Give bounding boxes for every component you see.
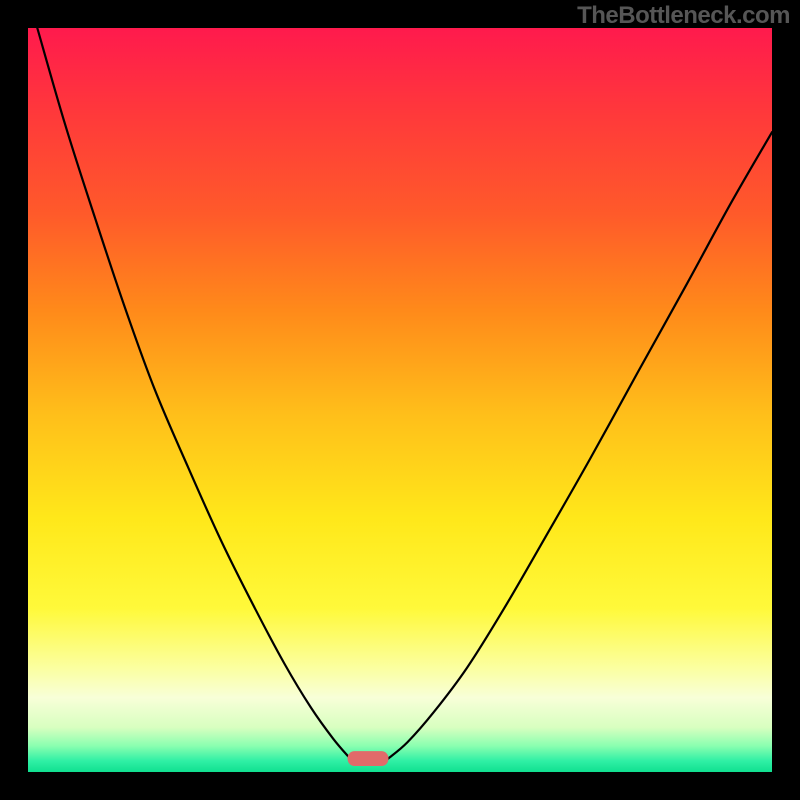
optimal-marker [348,751,389,766]
plot-background [28,28,772,772]
chart-container: TheBottleneck.com [0,0,800,800]
bottleneck-chart [0,0,800,800]
watermark-text: TheBottleneck.com [577,2,790,30]
